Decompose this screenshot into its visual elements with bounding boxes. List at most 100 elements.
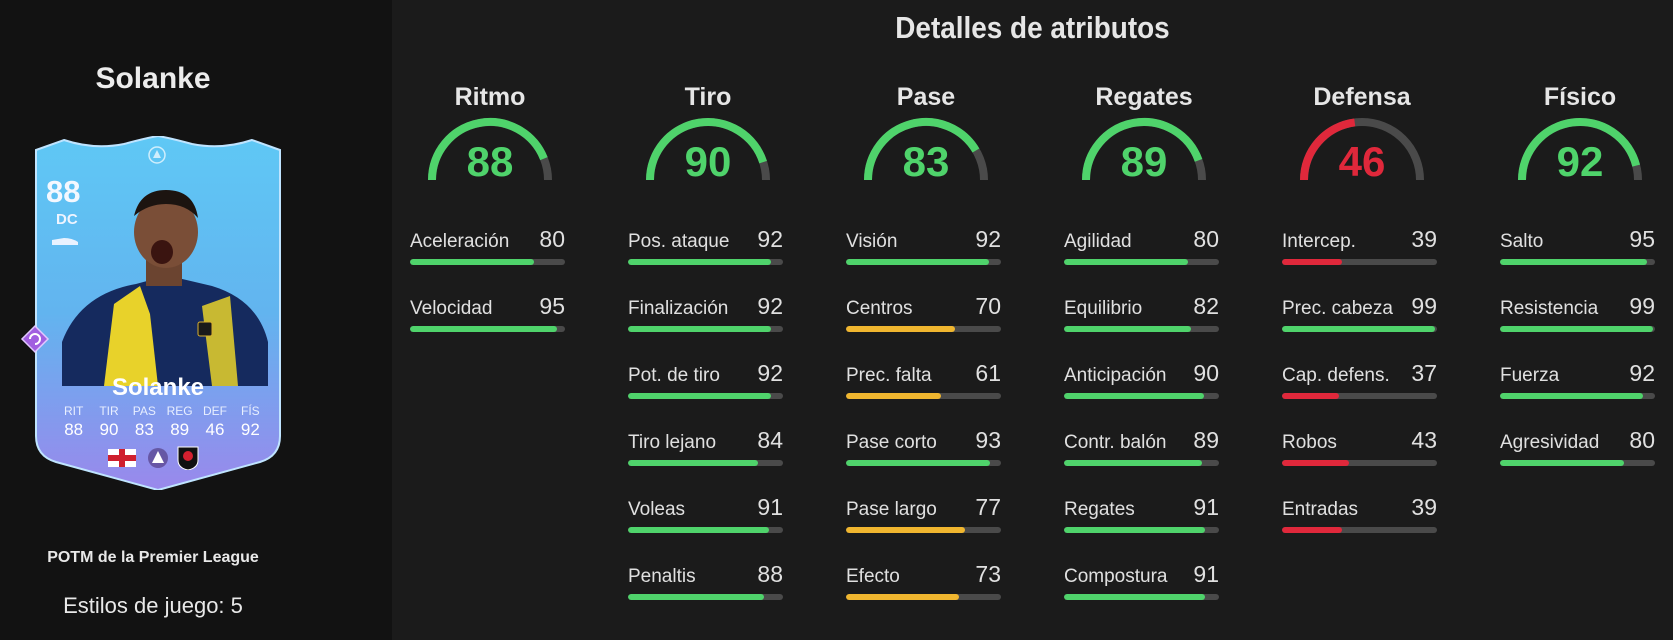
- stat-label: Aceleración: [410, 231, 510, 252]
- stat-value: 73: [975, 561, 1001, 587]
- stat-bar-track: [846, 594, 1001, 600]
- attributes-panel: Detalles de atributos Ritmo 88 Aceleración…: [392, 0, 1673, 640]
- stat-row[interactable]: Agilidad 80: [1064, 225, 1219, 265]
- stat-row[interactable]: Fuerza 92: [1500, 359, 1655, 399]
- category-5[interactable]: Físico 92 Salto 95 Resistencia 99 Fuerza 92 Agre…: [1500, 80, 1660, 466]
- category-value: 90: [685, 138, 732, 185]
- stat-row[interactable]: Efecto 73: [846, 560, 1001, 600]
- stat-row[interactable]: Pase largo 77: [846, 493, 1001, 533]
- gauge-fill: [1082, 118, 1203, 181]
- stat-row[interactable]: Cap. defens. 37: [1282, 359, 1437, 399]
- stat-text-row: Pot. de tiro 92: [628, 359, 783, 387]
- stat-row[interactable]: Prec. falta 61: [846, 359, 1001, 399]
- card-stat-value: 89: [170, 420, 190, 439]
- stat-bar-track: [1282, 393, 1437, 399]
- stat-text-row: Entradas 39: [1282, 493, 1437, 521]
- stat-row[interactable]: Regates 91: [1064, 493, 1219, 533]
- stat-bar-track: [628, 326, 783, 332]
- category-name: Físico: [1543, 83, 1617, 111]
- stat-value: 95: [1629, 226, 1655, 252]
- stat-row[interactable]: Robos 43: [1282, 426, 1437, 466]
- stat-row[interactable]: Velocidad 95: [410, 292, 565, 332]
- stat-bar-track: [1064, 259, 1219, 265]
- stat-row[interactable]: Centros 70: [846, 292, 1001, 332]
- card-icons: [108, 446, 199, 470]
- stat-value: 70: [975, 293, 1001, 319]
- stat-value: 80: [1193, 226, 1219, 252]
- stat-bar-fill: [1282, 527, 1343, 533]
- card-stat-label: TIR: [99, 404, 119, 418]
- category-3[interactable]: Regates 89 Agilidad 80 Equilibrio 82 Anticipac…: [1064, 80, 1224, 600]
- card-stat-value: 90: [99, 420, 119, 439]
- category-gauge: 92: [1518, 118, 1642, 185]
- stat-row[interactable]: Agresividad 80: [1500, 426, 1655, 466]
- player-card[interactable]: 88 DC Solanke RIT 88 TIR 90 PAS 83 REG 89 DE…: [34, 136, 282, 490]
- stat-label: Prec. cabeza: [1282, 298, 1393, 319]
- stat-row[interactable]: Finalización 92: [628, 292, 783, 332]
- stat-text-row: Velocidad 95: [410, 292, 565, 320]
- category-2[interactable]: Pase 83 Visión 92 Centros 70 Prec. falta 61 Pase…: [846, 80, 1006, 600]
- stat-row[interactable]: Contr. balón 89: [1064, 426, 1219, 466]
- stat-row[interactable]: Entradas 39: [1282, 493, 1437, 533]
- category-value: 83: [903, 138, 950, 185]
- stat-text-row: Salto 95: [1500, 225, 1655, 253]
- stat-bar-track: [1282, 460, 1437, 466]
- stat-row[interactable]: Pase corto 93: [846, 426, 1001, 466]
- stat-bar-track: [628, 259, 783, 265]
- stat-bar-track: [1064, 326, 1219, 332]
- stat-text-row: Regates 91: [1064, 493, 1219, 521]
- section-title: Detalles de atributos: [895, 10, 1170, 45]
- stat-text-row: Efecto 73: [846, 560, 1001, 588]
- stat-text-row: Resistencia 99: [1500, 292, 1655, 320]
- category-1[interactable]: Tiro 90 Pos. ataque 92 Finalización 92 Pot. de…: [628, 80, 788, 600]
- stat-row[interactable]: Intercep. 39: [1282, 225, 1437, 265]
- stat-text-row: Equilibrio 82: [1064, 292, 1219, 320]
- stat-value: 89: [1193, 427, 1219, 453]
- stat-text-row: Agilidad 80: [1064, 225, 1219, 253]
- stat-label: Pos. ataque: [628, 231, 730, 252]
- stat-row[interactable]: Tiro lejano 84: [628, 426, 783, 466]
- stat-bar-track: [1500, 393, 1655, 399]
- category-gauge: 88: [428, 118, 552, 185]
- stat-value: 77: [975, 494, 1001, 520]
- gauge-fill: [428, 118, 548, 181]
- stat-bar-fill: [846, 594, 960, 600]
- card-stat-value: 83: [134, 420, 154, 439]
- stat-row[interactable]: Equilibrio 82: [1064, 292, 1219, 332]
- category-0[interactable]: Ritmo 88 Aceleración 80 Velocidad 95: [410, 80, 570, 332]
- stat-text-row: Robos 43: [1282, 426, 1437, 454]
- stat-row[interactable]: Salto 95: [1500, 225, 1655, 265]
- stat-row[interactable]: Aceleración 80: [410, 225, 565, 265]
- stat-label: Contr. balón: [1064, 432, 1167, 453]
- stat-value: 92: [757, 360, 783, 386]
- category-4[interactable]: Defensa 46 Intercep. 39 Prec. cabeza 99 Cap. d…: [1282, 80, 1442, 533]
- stat-row[interactable]: Voleas 91: [628, 493, 783, 533]
- stat-row[interactable]: Pot. de tiro 92: [628, 359, 783, 399]
- stat-value: 92: [975, 226, 1001, 252]
- stat-text-row: Pase largo 77: [846, 493, 1001, 521]
- stat-bar-fill: [1282, 259, 1343, 265]
- stat-label: Centros: [846, 298, 913, 319]
- bournemouth-crest-icon: [177, 446, 199, 470]
- card-stat: FÍS 92: [233, 404, 268, 440]
- stat-row[interactable]: Visión 92: [846, 225, 1001, 265]
- stat-value: 39: [1411, 226, 1437, 252]
- stat-value: 84: [757, 427, 783, 453]
- stat-row[interactable]: Penaltis 88: [628, 560, 783, 600]
- stat-bar-track: [846, 259, 1001, 265]
- gauge-fill: [864, 118, 980, 181]
- stat-label: Cap. defens.: [1282, 365, 1390, 386]
- stat-bar-track: [846, 326, 1001, 332]
- boot-icon: [52, 238, 78, 245]
- stat-text-row: Intercep. 39: [1282, 225, 1437, 253]
- stat-value: 91: [1193, 494, 1219, 520]
- evolution-badge-icon[interactable]: [20, 324, 50, 354]
- stat-text-row: Centros 70: [846, 292, 1001, 320]
- stat-row[interactable]: Resistencia 99: [1500, 292, 1655, 332]
- card-stat: PAS 83: [127, 404, 162, 440]
- stat-row[interactable]: Prec. cabeza 99: [1282, 292, 1437, 332]
- stat-row[interactable]: Anticipación 90: [1064, 359, 1219, 399]
- stat-row[interactable]: Compostura 91: [1064, 560, 1219, 600]
- stat-label: Voleas: [628, 499, 686, 520]
- stat-row[interactable]: Pos. ataque 92: [628, 225, 783, 265]
